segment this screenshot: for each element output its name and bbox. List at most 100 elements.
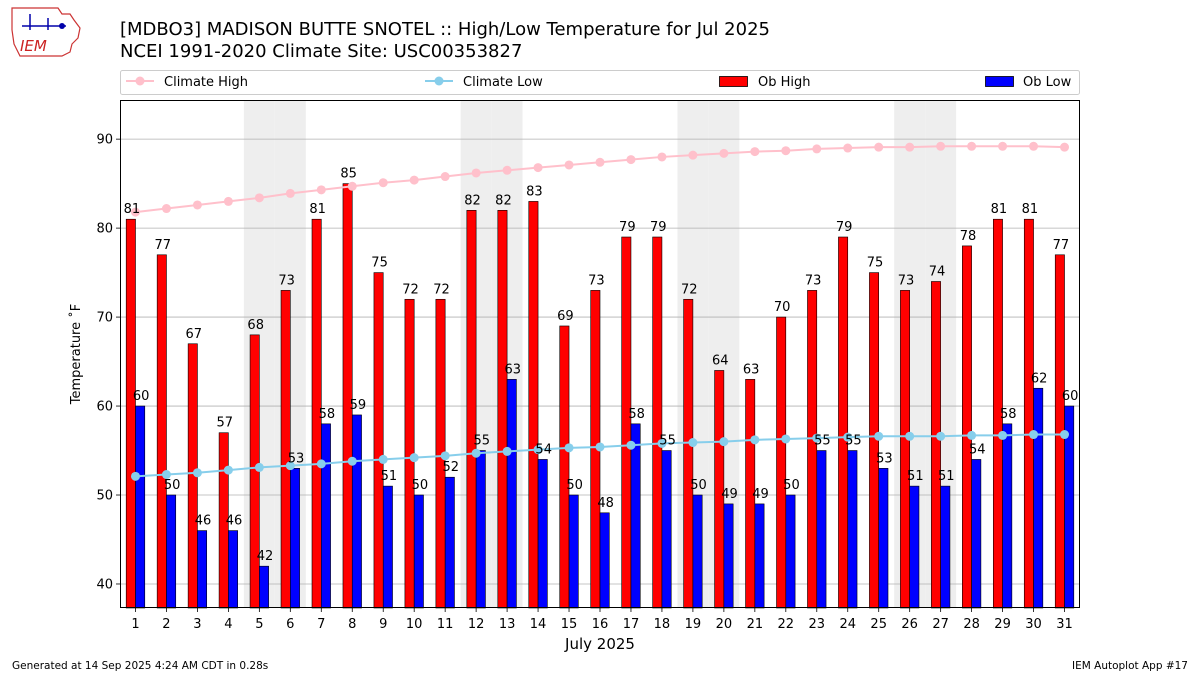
ob-high-value-label-day-20: 64 — [712, 353, 729, 368]
climate-low-point-day-17 — [626, 440, 636, 450]
ob-low-value-label-day-4: 46 — [226, 514, 243, 529]
ob-high-value-label-day-1: 81 — [124, 202, 141, 217]
chart-title-line2: NCEI 1991-2020 Climate Site: USC00353827 — [120, 41, 522, 62]
climate-low-point-day-11 — [440, 451, 450, 461]
climate-low-point-day-5 — [254, 462, 264, 472]
ob-high-value-label-day-18: 79 — [650, 220, 667, 235]
legend-label-climate-low: Climate Low — [463, 75, 543, 90]
ob-low-bar-day-14 — [537, 459, 548, 609]
ob-high-value-label-day-31: 77 — [1053, 238, 1070, 253]
x-tick-label-9: 9 — [379, 617, 387, 632]
legend-item-ob-high: Ob High — [719, 75, 811, 90]
ob-low-value-label-day-7: 58 — [319, 407, 336, 422]
ob-high-bar-day-19 — [683, 298, 694, 609]
ob-low-bar-day-25 — [878, 468, 889, 609]
x-tick-label-1: 1 — [131, 617, 139, 632]
climate-low-point-day-2 — [161, 470, 171, 480]
ob-low-value-label-day-9: 51 — [381, 469, 398, 484]
climate-low-point-day-27 — [936, 431, 946, 441]
ob-low-bar-day-26 — [909, 485, 920, 609]
ob-low-bar-day-9 — [382, 485, 393, 609]
ob-low-value-label-day-21: 49 — [752, 487, 769, 502]
x-tick-label-24: 24 — [839, 617, 856, 632]
x-tick-label-20: 20 — [716, 617, 733, 632]
ob-high-bar-day-27 — [931, 281, 941, 609]
climate-high-point-day-19 — [688, 150, 698, 160]
ob-low-value-label-day-23: 55 — [814, 434, 831, 449]
iem-logo: IEM — [11, 7, 81, 57]
logo-text: IEM — [20, 37, 47, 55]
climate-low-point-day-10 — [409, 453, 419, 463]
climate-high-point-day-28 — [967, 141, 977, 151]
x-tick-label-19: 19 — [685, 617, 702, 632]
ob-low-value-label-day-11: 52 — [443, 460, 460, 475]
ob-low-value-label-day-24: 55 — [845, 434, 862, 449]
ob-low-value-label-day-12: 55 — [474, 434, 491, 449]
climate-low-point-day-6 — [285, 461, 295, 471]
x-tick-label-21: 21 — [747, 617, 764, 632]
climate-low-point-day-23 — [812, 433, 822, 443]
x-tick-label-27: 27 — [932, 617, 949, 632]
climate-low-point-day-29 — [998, 430, 1008, 440]
legend-item-climate-low: Climate Low — [425, 75, 543, 90]
ob-low-bar-day-24 — [847, 450, 858, 609]
ob-high-bar-day-2 — [156, 254, 167, 609]
climate-low-point-day-18 — [657, 438, 667, 448]
ob-low-value-label-day-16: 48 — [597, 496, 614, 511]
climate-high-point-day-2 — [161, 204, 171, 214]
ob-high-value-label-day-16: 73 — [588, 273, 605, 288]
ob-high-bar-day-30 — [1023, 218, 1034, 609]
climate-high-point-day-17 — [626, 155, 636, 165]
x-tick-label-16: 16 — [592, 617, 609, 632]
bar-value-labels: 81 77 67 57 68 73 81 85 75 72 72 82 82 83 69 73 79 79 72 64… — [124, 167, 1079, 565]
ob-high-bar-day-15 — [559, 325, 570, 609]
climate-low-point-day-30 — [1029, 430, 1039, 440]
ob-low-value-label-day-1: 60 — [133, 389, 150, 404]
y-tick-label-80: 80 — [96, 222, 113, 237]
x-tick-label-10: 10 — [406, 617, 423, 632]
ob-high-value-label-day-22: 70 — [774, 300, 791, 315]
footer-generated: Generated at 14 Sep 2025 4:24 AM CDT in … — [12, 660, 268, 672]
ob-high-value-label-day-17: 79 — [619, 220, 636, 235]
ob-low-bar-day-7 — [320, 423, 331, 609]
x-tick-label-23: 23 — [809, 617, 826, 632]
climate-low-point-day-1 — [130, 471, 140, 481]
footer-app: IEM Autoplot App #17 — [1072, 660, 1188, 672]
climate-high-point-day-4 — [223, 196, 233, 206]
ob-high-value-label-day-9: 75 — [371, 256, 388, 271]
ob-high-bar-day-12 — [466, 210, 477, 609]
climate-high-point-day-3 — [192, 200, 202, 210]
ob-low-value-label-day-19: 50 — [690, 478, 707, 493]
ob-low-bar-day-2 — [166, 494, 177, 609]
ob-low-value-label-day-3: 46 — [195, 514, 212, 529]
ob-low-bar-day-1 — [135, 405, 146, 609]
ob-high-value-label-day-25: 75 — [867, 256, 884, 271]
climate-high-point-day-25 — [874, 142, 884, 152]
climate-low-point-day-7 — [316, 459, 326, 469]
y-tick-label-40: 40 — [96, 577, 113, 592]
climate-low-point-day-3 — [192, 468, 202, 478]
y-tick-label-60: 60 — [96, 400, 113, 415]
climate-high-point-day-12 — [471, 168, 481, 178]
climate-low-point-day-28 — [967, 430, 977, 440]
ob-high-value-label-day-26: 73 — [898, 273, 915, 288]
ob-high-value-label-day-3: 67 — [186, 327, 203, 342]
bars — [125, 183, 1075, 609]
climate-low-point-day-15 — [564, 443, 574, 453]
ob-low-bar-day-21 — [754, 503, 765, 609]
legend-label-ob-low: Ob Low — [1023, 75, 1072, 90]
x-tick-label-22: 22 — [778, 617, 795, 632]
climate-low-point-day-31 — [1060, 430, 1070, 440]
ob-low-value-label-day-26: 51 — [907, 469, 924, 484]
ob-low-value-label-day-29: 58 — [1000, 407, 1017, 422]
climate-high-point-day-11 — [440, 172, 450, 182]
x-tick-label-17: 17 — [623, 617, 640, 632]
x-tick-label-4: 4 — [224, 617, 232, 632]
ob-low-value-label-day-14: 54 — [535, 442, 552, 457]
ob-high-bar-day-8 — [342, 183, 353, 609]
ob-high-value-label-day-19: 72 — [681, 282, 698, 297]
ob-high-bar-day-24 — [838, 236, 849, 609]
ob-low-value-label-day-6: 53 — [288, 451, 305, 466]
climate-high-point-day-14 — [533, 163, 543, 173]
